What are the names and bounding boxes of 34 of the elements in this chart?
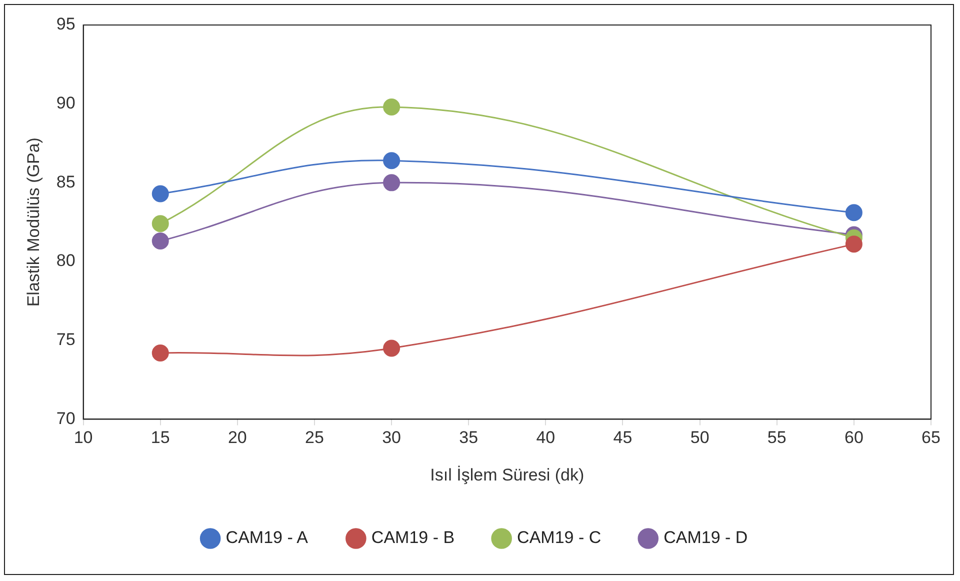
- point: [383, 340, 400, 357]
- x-tick-label: 10: [74, 428, 93, 448]
- point: [152, 215, 169, 232]
- y-tick-label: 90: [56, 94, 76, 113]
- legend-label: CAM19 - A: [226, 528, 309, 548]
- x-tick-label: 45: [613, 428, 632, 448]
- legend-label: CAM19 - C: [517, 528, 602, 548]
- point: [845, 236, 862, 253]
- x-tick-label: 20: [228, 428, 247, 448]
- y-tick-label: 95: [56, 14, 76, 34]
- point: [152, 344, 169, 362]
- x-tick-label: 30: [382, 428, 402, 448]
- point: [383, 152, 400, 170]
- y-axis-title: Elastik Modülüs (GPa): [24, 138, 43, 307]
- x-axis-title: Isıl İşlem Süresi (dk): [430, 465, 584, 484]
- legend-label: CAM19 - B: [371, 528, 455, 548]
- y-tick-label: 80: [56, 251, 76, 270]
- legend-label: CAM19 - D: [664, 528, 748, 548]
- y-tick-label: 70: [56, 408, 76, 428]
- point: [845, 204, 862, 222]
- x-tick-label: 65: [922, 428, 940, 448]
- point: [383, 98, 400, 116]
- y-tick-label: 75: [56, 330, 76, 350]
- x-tick-label: 60: [844, 428, 864, 448]
- x-tick-label: 50: [690, 428, 710, 448]
- point: [383, 174, 400, 192]
- x-tick-label: 55: [767, 428, 786, 448]
- x-tick-label: 15: [150, 428, 170, 448]
- x-tick-label: 40: [536, 428, 556, 448]
- x-tick-label: 35: [459, 428, 478, 448]
- point: [152, 232, 169, 250]
- x-tick-label: 25: [305, 428, 324, 448]
- point: [152, 185, 169, 202]
- y-tick-label: 85: [56, 172, 76, 192]
